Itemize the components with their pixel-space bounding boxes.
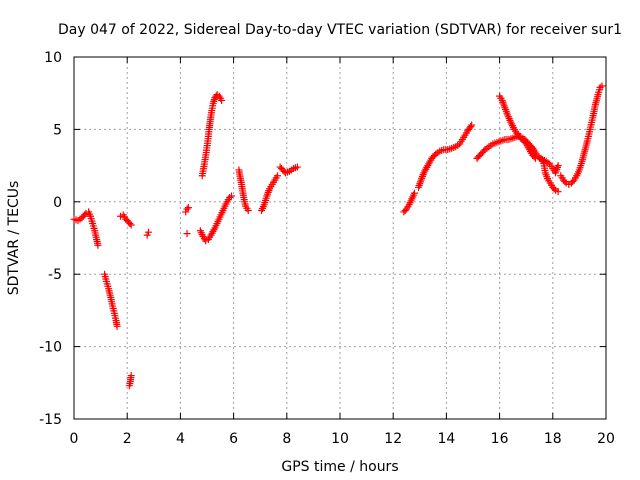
x-tick-label: 8 [282,431,291,447]
x-tick-label: 12 [384,431,402,447]
data-point [550,185,558,193]
data-point [184,204,192,212]
x-axis-label: GPS time / hours [281,459,398,475]
x-tick-label: 4 [176,431,185,447]
data-point [401,206,409,214]
y-tick-label: 10 [44,50,62,66]
y-tick-label: 5 [53,122,62,138]
data-point [127,221,135,229]
data-point [467,123,475,131]
y-tick-label: -10 [39,340,62,356]
data-point [554,162,562,170]
y-tick-label: -15 [39,412,62,428]
x-tick-label: 6 [229,431,238,447]
data-point [554,188,562,196]
data-point [468,121,476,129]
x-tick-label: 2 [123,431,132,447]
data-point [81,211,89,219]
data-point [183,230,191,238]
chart-title: Day 047 of 2022, Sidereal Day-to-day VTE… [58,22,622,38]
data-point [544,159,552,167]
data-point [113,322,121,330]
data-point [273,172,281,180]
x-tick-label: 20 [597,431,615,447]
axis-ticks: 0 2 4 6 8 10 12 14 16 18 20 10 5 0 -5 -10 -15 [39,50,615,447]
data-point [244,206,252,214]
data-point [569,178,577,186]
y-tick-label: 0 [53,195,62,211]
x-tick-label: 18 [544,431,562,447]
grid-lines [74,57,606,419]
data-point [183,205,191,213]
data-point [126,220,134,228]
x-tick-label: 14 [437,431,455,447]
y-tick-label: -5 [48,267,62,283]
data-point [227,192,235,200]
data-point [538,156,546,164]
x-tick-label: 16 [491,431,509,447]
data-point [127,372,135,380]
x-tick-label: 10 [331,431,349,447]
data-points [70,82,606,390]
data-point [144,228,152,236]
data-point [293,163,301,171]
data-point [410,189,418,197]
data-point [598,82,606,90]
x-tick-label: 0 [70,431,79,447]
data-point [94,241,102,249]
y-axis-label: SDTVAR / TECUs [6,181,22,296]
data-point [561,178,569,186]
data-point [218,96,226,104]
